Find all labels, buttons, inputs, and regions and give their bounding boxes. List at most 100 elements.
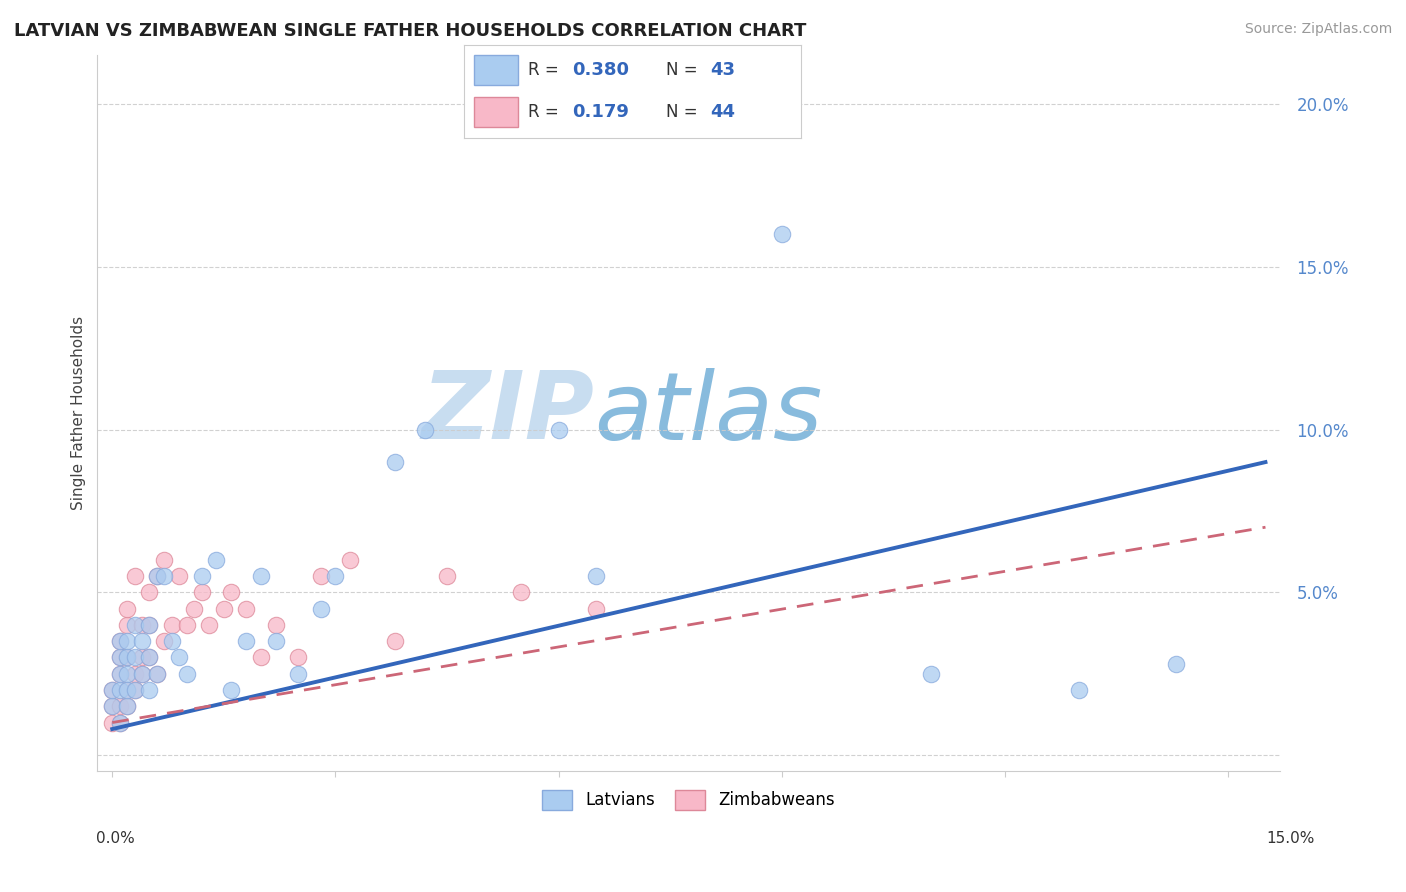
Text: atlas: atlas: [595, 368, 823, 458]
Point: [131, 666, 153, 681]
Legend: Latvians, Zimbabweans: Latvians, Zimbabweans: [536, 783, 842, 817]
Point: [115, 699, 138, 714]
Point: [264, 618, 287, 632]
Point: [153, 634, 176, 648]
Point: [384, 634, 406, 648]
Point: [101, 683, 124, 698]
Point: [138, 650, 160, 665]
Point: [205, 553, 228, 567]
Text: 43: 43: [710, 61, 735, 78]
Point: [108, 666, 131, 681]
Point: [115, 650, 138, 665]
Point: [153, 553, 176, 567]
Point: [339, 553, 361, 567]
Point: [108, 634, 131, 648]
Point: [101, 715, 124, 730]
Text: N =: N =: [666, 61, 703, 78]
Point: [920, 666, 942, 681]
Point: [153, 569, 176, 583]
Point: [138, 650, 160, 665]
Point: [585, 569, 607, 583]
Point: [101, 699, 124, 714]
Point: [108, 683, 131, 698]
Bar: [474, 55, 517, 85]
Point: [146, 666, 169, 681]
Point: [176, 666, 198, 681]
Point: [115, 618, 138, 632]
Point: [108, 715, 131, 730]
Text: ZIP: ZIP: [422, 368, 595, 459]
Point: [115, 650, 138, 665]
Point: [124, 618, 146, 632]
Y-axis label: Single Father Households: Single Father Households: [72, 316, 86, 510]
Point: [115, 601, 138, 615]
Text: 0.0%: 0.0%: [96, 831, 135, 846]
Text: 0.179: 0.179: [572, 103, 628, 121]
Point: [115, 699, 138, 714]
Point: [131, 618, 153, 632]
Point: [138, 618, 160, 632]
Point: [138, 585, 160, 599]
Point: [219, 585, 242, 599]
Point: [131, 666, 153, 681]
Point: [384, 455, 406, 469]
Point: [510, 585, 533, 599]
Point: [124, 666, 146, 681]
Point: [190, 585, 212, 599]
Point: [108, 715, 131, 730]
Point: [325, 569, 347, 583]
Point: [115, 666, 138, 681]
Point: [183, 601, 205, 615]
Point: [115, 683, 138, 698]
Point: [115, 683, 138, 698]
Point: [436, 569, 458, 583]
Point: [124, 650, 146, 665]
Point: [131, 650, 153, 665]
Point: [131, 634, 153, 648]
Point: [287, 666, 309, 681]
Point: [146, 569, 169, 583]
Point: [108, 650, 131, 665]
Point: [287, 650, 309, 665]
Point: [138, 683, 160, 698]
Point: [101, 683, 124, 698]
Point: [108, 666, 131, 681]
Text: 44: 44: [710, 103, 735, 121]
Point: [309, 569, 332, 583]
Text: LATVIAN VS ZIMBABWEAN SINGLE FATHER HOUSEHOLDS CORRELATION CHART: LATVIAN VS ZIMBABWEAN SINGLE FATHER HOUS…: [14, 22, 807, 40]
Text: R =: R =: [529, 61, 564, 78]
Text: 15.0%: 15.0%: [1267, 831, 1315, 846]
Point: [212, 601, 235, 615]
Bar: [474, 97, 517, 127]
Point: [547, 423, 569, 437]
Point: [770, 227, 793, 242]
Text: R =: R =: [529, 103, 564, 121]
Point: [235, 634, 257, 648]
Point: [309, 601, 332, 615]
Point: [167, 650, 190, 665]
Point: [160, 618, 183, 632]
Point: [124, 683, 146, 698]
Point: [176, 618, 198, 632]
Point: [585, 601, 607, 615]
Point: [219, 683, 242, 698]
Point: [198, 618, 221, 632]
Point: [138, 618, 160, 632]
Point: [250, 569, 273, 583]
Point: [108, 634, 131, 648]
Point: [167, 569, 190, 583]
Point: [124, 569, 146, 583]
Point: [146, 569, 169, 583]
Point: [190, 569, 212, 583]
Point: [115, 634, 138, 648]
Text: Source: ZipAtlas.com: Source: ZipAtlas.com: [1244, 22, 1392, 37]
Point: [235, 601, 257, 615]
Point: [146, 666, 169, 681]
Point: [264, 634, 287, 648]
Point: [413, 423, 436, 437]
Point: [108, 650, 131, 665]
Point: [160, 634, 183, 648]
Text: 0.380: 0.380: [572, 61, 628, 78]
Point: [108, 699, 131, 714]
Point: [1166, 657, 1188, 671]
